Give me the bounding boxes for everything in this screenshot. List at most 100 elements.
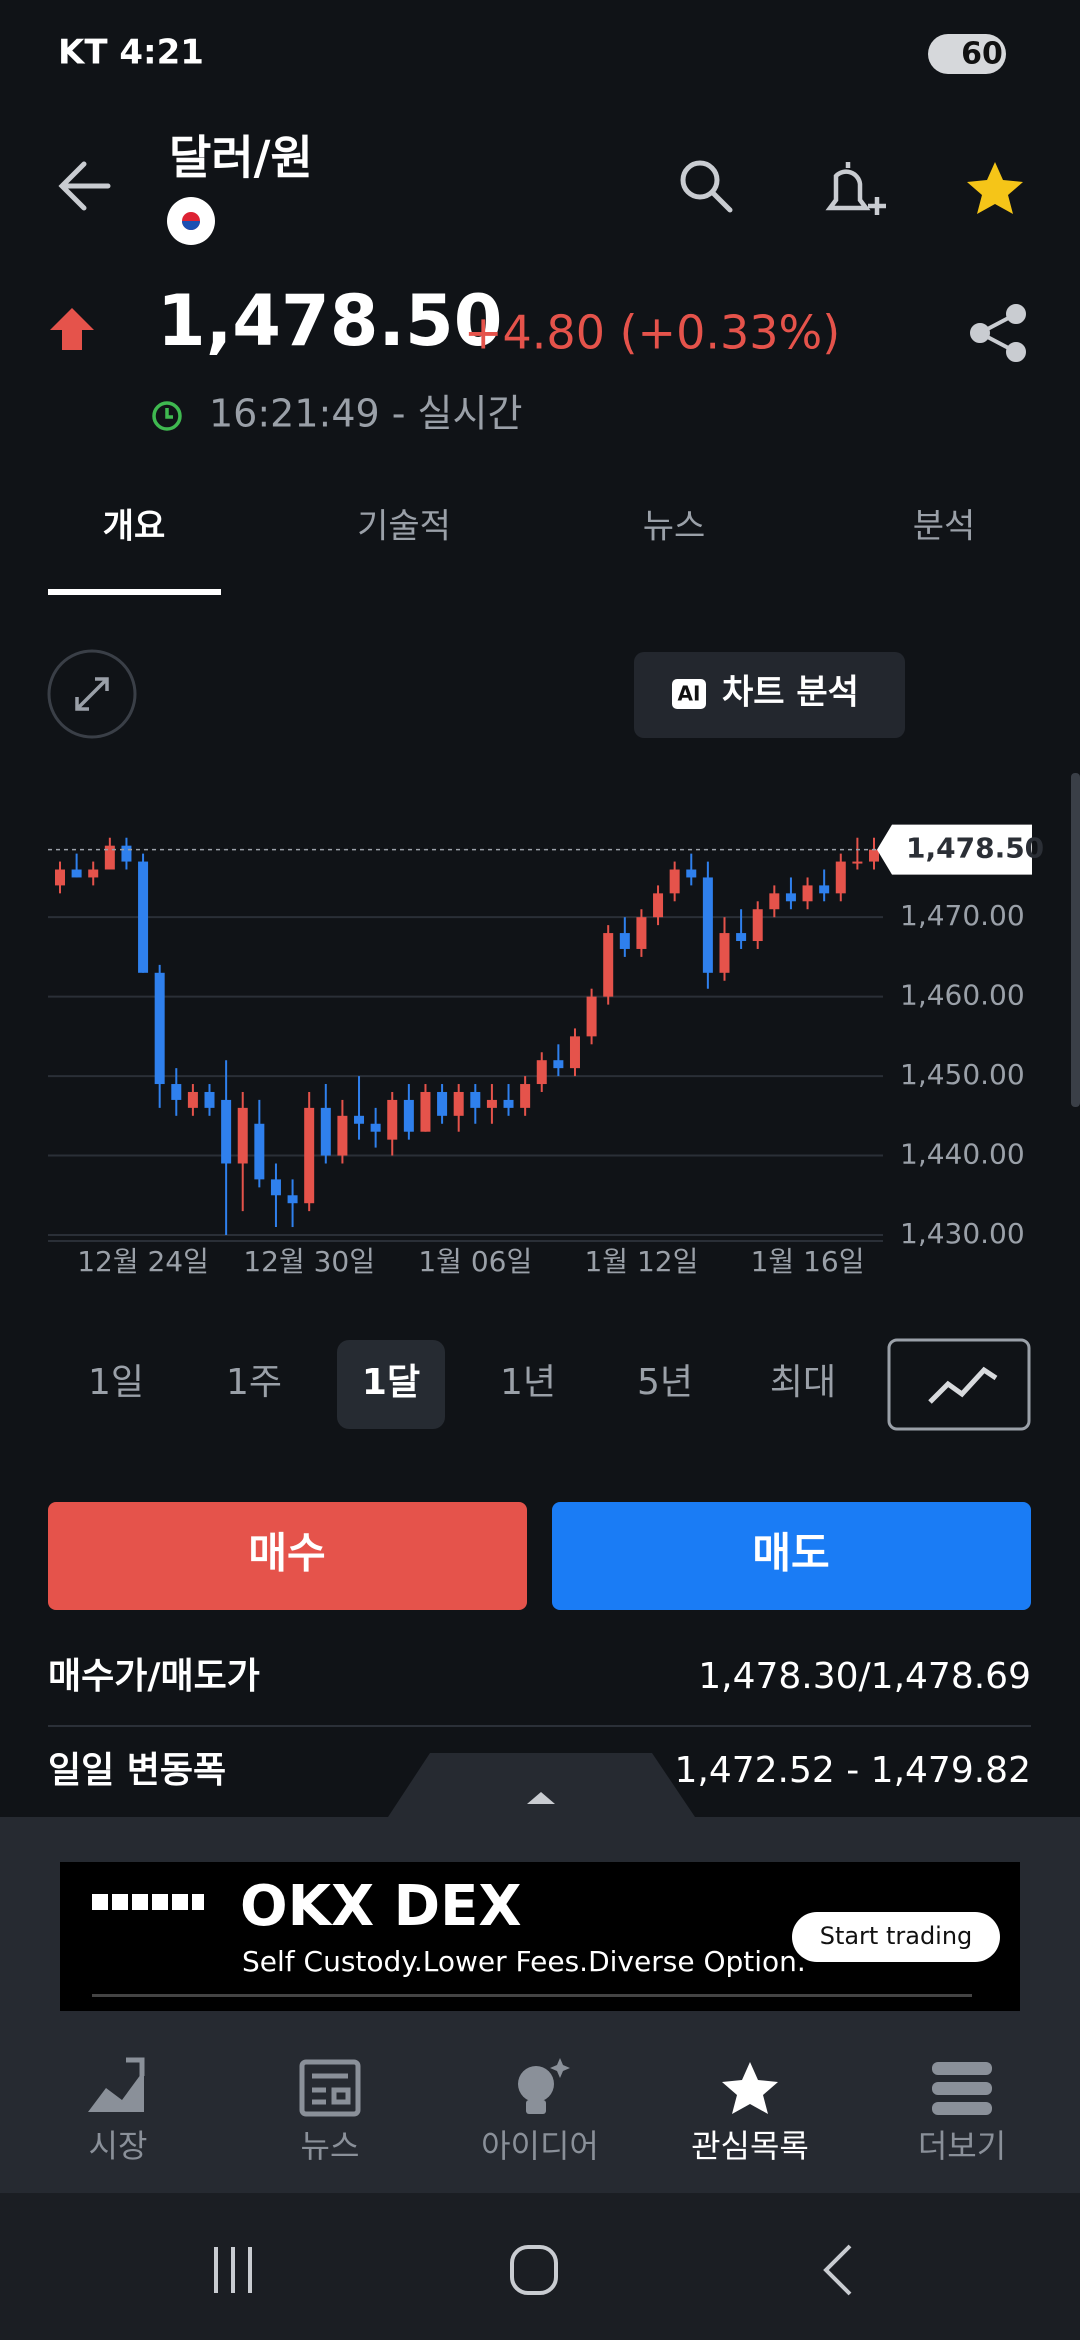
candle-body [154, 972, 165, 1085]
tab[interactable]: 개요 [103, 507, 166, 547]
nav-label[interactable]: 시장 [89, 2127, 148, 2165]
ad-cta-label: Start trading [820, 1922, 973, 1950]
candle-body [104, 845, 115, 870]
y-tick-label: 1,430.00 [900, 1217, 1025, 1250]
status-time: KT 4:21 [58, 33, 204, 73]
last-price-label: 1,478.50 [906, 832, 1044, 865]
ai-button-label: 차트 분석 [722, 673, 859, 713]
ad-cta[interactable] [792, 1912, 1000, 1962]
range-button[interactable]: 1달 [362, 1362, 420, 1403]
candle-body [569, 1036, 580, 1069]
y-tick-label: 1,460.00 [900, 979, 1025, 1012]
candle-body [520, 1084, 531, 1108]
candle-body [769, 893, 780, 910]
candle-body [304, 1107, 315, 1204]
candle-body [702, 877, 713, 973]
home-button[interactable] [510, 2245, 558, 2295]
nav-label[interactable]: 더보기 [918, 2127, 1006, 2165]
nav-ideas-icon[interactable] [518, 2058, 570, 2114]
nav-label[interactable]: 뉴스 [301, 2127, 360, 2165]
range-button[interactable]: 최대 [770, 1362, 836, 1403]
buy-button[interactable] [48, 1502, 527, 1610]
handle-caret [527, 1792, 555, 1804]
recents-button[interactable] [214, 2247, 252, 2293]
candle-body [237, 1107, 248, 1164]
candle-body [869, 849, 879, 862]
candle-body [420, 1091, 431, 1132]
candle-body [71, 869, 82, 878]
nav-news-icon[interactable] [299, 2059, 361, 2117]
candle-body [204, 1091, 215, 1108]
favorite-star[interactable] [967, 162, 1023, 214]
candle-body [686, 869, 697, 878]
stat-value: 1,478.30/1,478.69 [698, 1656, 1031, 1697]
candle-body [553, 1060, 564, 1069]
range-button[interactable]: 1일 [88, 1362, 144, 1403]
ai-badge-bg [672, 679, 706, 709]
range-button[interactable]: 1년 [500, 1362, 556, 1403]
stat-label: 매수가/매도가 [48, 1656, 260, 1697]
price-change: +4.80 (+0.33%) [464, 306, 840, 360]
share-button[interactable] [970, 304, 1026, 362]
candle-body [121, 845, 132, 862]
candle-body [653, 893, 664, 918]
candle-body [437, 1091, 448, 1116]
range-selected [337, 1340, 445, 1429]
candle-body [387, 1099, 398, 1140]
back-nav-button[interactable] [823, 2244, 852, 2296]
sell-button[interactable] [552, 1502, 1031, 1610]
range-button[interactable]: 5년 [637, 1362, 693, 1403]
system-nav [0, 2193, 1080, 2340]
candle-body [55, 869, 65, 886]
scrollbar [1071, 773, 1080, 1107]
update-time: 16:21:49 - 실시간 [209, 392, 522, 436]
back-button[interactable] [58, 161, 111, 211]
y-tick-label: 1,440.00 [900, 1138, 1025, 1171]
battery-level: 60 [961, 37, 1003, 72]
candle-body [320, 1107, 331, 1156]
search-button[interactable] [680, 160, 733, 213]
candle-body [619, 933, 630, 949]
x-tick-label: 1월 16일 [751, 1245, 865, 1278]
okx-logo [92, 1894, 204, 1910]
tab[interactable]: 분석 [913, 507, 976, 547]
tab[interactable]: 뉴스 [643, 507, 706, 547]
x-tick-label: 1월 12일 [584, 1245, 698, 1278]
candle-body [486, 1099, 497, 1108]
ai-badge: AI [678, 682, 701, 706]
flag [167, 197, 215, 245]
chart: 1,430.00 1,440.00 1,450.00 1,460.00 1,470.00… [48, 824, 1044, 1278]
nav-market-icon[interactable] [88, 2057, 145, 2112]
battery-icon [928, 34, 1006, 74]
y-tick-label: 1,470.00 [900, 899, 1025, 932]
nav-label[interactable]: 관심목록 [691, 2127, 809, 2165]
candle-body [536, 1060, 547, 1085]
nav-label[interactable]: 아이디어 [481, 2127, 599, 2165]
candle-body [636, 917, 647, 949]
candle-body [719, 933, 730, 973]
candle-body [270, 1179, 281, 1196]
chart-type-button[interactable] [887, 1338, 1031, 1431]
candle-body [819, 885, 830, 894]
last-price-tag [877, 824, 1032, 875]
candle-body [736, 933, 747, 942]
x-tick-label: 12월 30일 [243, 1245, 375, 1278]
tab[interactable]: 기술적 [357, 507, 451, 547]
candle-body [88, 869, 99, 878]
clock-icon [152, 401, 182, 431]
panel-handle[interactable] [388, 1753, 695, 1817]
ad-disclaimer [92, 1994, 972, 1997]
page-title: 달러/원 [169, 131, 313, 185]
range-button[interactable]: 1주 [226, 1362, 282, 1403]
candle-body [138, 861, 149, 973]
x-tick-label: 1월 06일 [418, 1245, 532, 1278]
candle-body [470, 1091, 481, 1108]
candle-body [752, 909, 763, 942]
ai-chart-button[interactable] [634, 652, 905, 738]
candle-body [835, 861, 846, 894]
alert-button[interactable] [825, 162, 886, 215]
nav-more-icon[interactable] [932, 2062, 992, 2115]
ad-tagline: Self Custody.Lower Fees.Diverse Option. [242, 1945, 806, 1978]
expand-button[interactable] [47, 649, 137, 739]
nav-watchlist-icon[interactable] [722, 2062, 778, 2114]
